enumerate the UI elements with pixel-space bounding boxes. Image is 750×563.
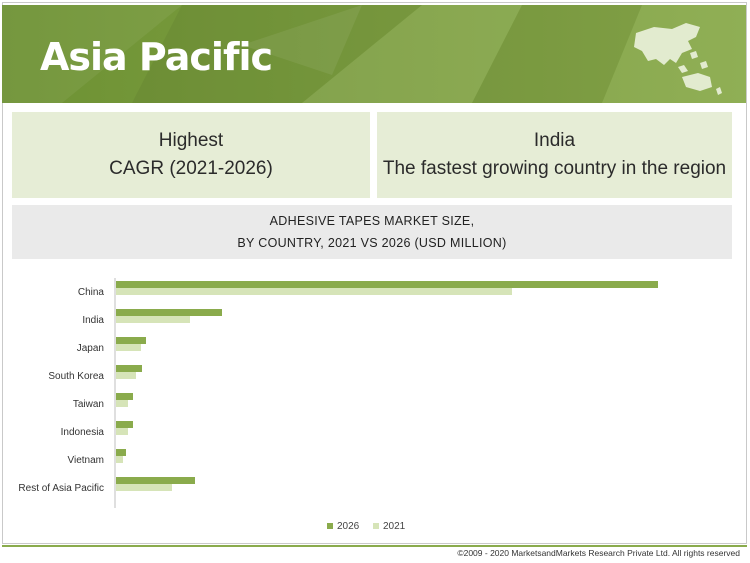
bar-2026-indonesia xyxy=(116,421,133,428)
copyright-notice: ©2009 - 2020 MarketsandMarkets Research … xyxy=(457,548,740,558)
bar-2026-vietnam xyxy=(116,449,126,456)
chart-title: ADHESIVE TAPES MARKET SIZE, BY COUNTRY, … xyxy=(12,205,732,259)
banner-title: Asia Pacific xyxy=(40,35,273,79)
legend-swatch-2026 xyxy=(327,523,333,529)
region-banner: Asia Pacific xyxy=(2,5,746,103)
bar-2021-japan xyxy=(116,344,141,351)
bar-2021-indonesia xyxy=(116,428,128,435)
category-label: South Korea xyxy=(48,371,104,382)
chart-title-line2: BY COUNTRY, 2021 VS 2026 (USD MILLION) xyxy=(237,236,507,250)
bar-2026-rest-of-asia-pacific xyxy=(116,477,195,484)
footer-divider xyxy=(2,545,747,547)
category-label: Taiwan xyxy=(73,399,104,410)
highlight-cagr: Highest CAGR (2021-2026) xyxy=(12,112,370,198)
category-label: Indonesia xyxy=(61,427,105,438)
category-label: Rest of Asia Pacific xyxy=(18,483,104,494)
bar-2026-india xyxy=(116,309,222,316)
category-label: Vietnam xyxy=(67,455,104,466)
highlight-cagr-line1: Highest xyxy=(158,130,224,151)
asia-pacific-map-icon xyxy=(634,23,722,95)
category-label: China xyxy=(78,287,105,298)
bar-2021-vietnam xyxy=(116,456,123,463)
bar-2026-japan xyxy=(116,337,146,344)
bar-2026-taiwan xyxy=(116,393,133,400)
bar-2021-china xyxy=(116,288,512,295)
bar-2026-south-korea xyxy=(116,365,142,372)
bar-2021-south-korea xyxy=(116,372,136,379)
highlight-country-line2: The fastest growing country in the regio… xyxy=(382,158,727,179)
bar-2026-china xyxy=(116,281,658,288)
legend-swatch-2021 xyxy=(373,523,379,529)
legend-label-2026: 2026 xyxy=(337,521,360,532)
chart-title-line1: ADHESIVE TAPES MARKET SIZE, xyxy=(269,214,475,228)
category-label: Japan xyxy=(77,343,104,354)
highlight-country: India The fastest growing country in the… xyxy=(377,112,732,198)
highlight-cagr-line2: CAGR (2021-2026) xyxy=(109,158,273,179)
category-label: India xyxy=(82,315,104,326)
bar-chart: China India Japan South Korea Taiwan Indonesi… xyxy=(18,278,658,532)
bar-2021-rest-of-asia-pacific xyxy=(116,484,172,491)
highlight-country-line1: India xyxy=(533,130,576,151)
bar-2021-taiwan xyxy=(116,400,128,407)
legend-label-2021: 2021 xyxy=(383,521,406,532)
bar-2021-india xyxy=(116,316,190,323)
